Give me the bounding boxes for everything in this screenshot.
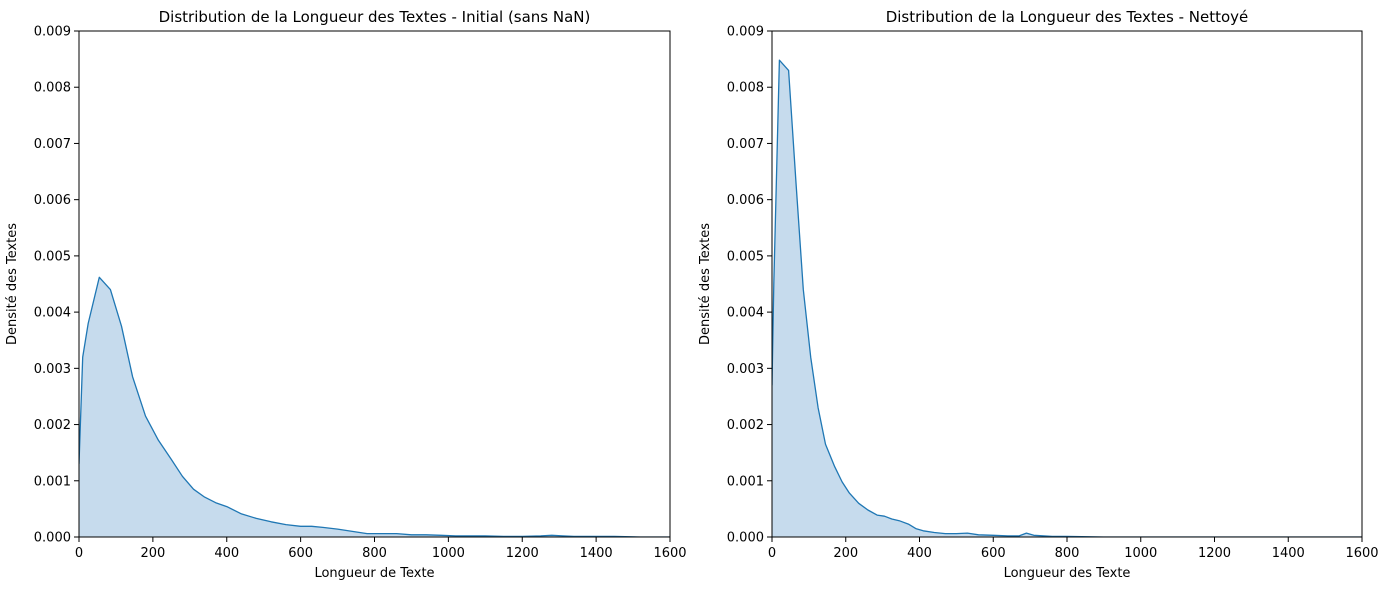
x-tick-label: 1600 <box>653 546 686 561</box>
plot-area <box>772 59 1362 537</box>
chart-initial: Distribution de la Longueur des Textes -… <box>5 8 687 581</box>
chart-nettoye: Distribution de la Longueur des Textes -… <box>698 8 1379 581</box>
y-tick-label: 0.001 <box>34 474 71 489</box>
density-line <box>79 276 670 537</box>
x-tick-label: 1400 <box>1272 546 1305 561</box>
y-tick-label: 0.009 <box>727 25 764 40</box>
y-tick-label: 0.009 <box>34 25 71 40</box>
chart-title: Distribution de la Longueur des Textes -… <box>159 8 591 26</box>
plot-area <box>79 276 670 537</box>
density-area <box>79 277 670 537</box>
x-tick-label: 800 <box>362 546 387 561</box>
x-tick-label: 1600 <box>1345 546 1378 561</box>
y-tick-label: 0.008 <box>727 81 764 96</box>
y-tick-label: 0.000 <box>727 531 764 546</box>
x-tick-label: 0 <box>75 546 83 561</box>
x-tick-label: 400 <box>214 546 239 561</box>
axes-frame <box>771 30 1363 538</box>
y-tick-label: 0.002 <box>34 418 71 433</box>
y-tick-label: 0.006 <box>727 193 764 208</box>
y-tick-label: 0.007 <box>34 137 71 152</box>
y-tick-label: 0.001 <box>727 474 764 489</box>
x-tick-label: 1000 <box>1124 546 1157 561</box>
y-tick-label: 0.005 <box>34 249 71 264</box>
y-tick-label: 0.003 <box>34 362 71 377</box>
y-tick-label: 0.004 <box>34 306 71 321</box>
chart-title: Distribution de la Longueur des Textes -… <box>886 8 1249 26</box>
x-axis-label: Longueur des Texte <box>1004 566 1131 581</box>
x-tick-label: 1400 <box>580 546 613 561</box>
y-tick-label: 0.002 <box>727 418 764 433</box>
x-tick-label: 1200 <box>506 546 539 561</box>
x-tick-label: 1000 <box>432 546 465 561</box>
x-tick-label: 600 <box>288 546 313 561</box>
x-tick-label: 0 <box>768 546 776 561</box>
density-line <box>772 59 1362 537</box>
x-tick-label: 800 <box>1055 546 1080 561</box>
x-tick-label: 600 <box>981 546 1006 561</box>
x-tick-label: 1200 <box>1198 546 1231 561</box>
y-tick-label: 0.004 <box>727 306 764 321</box>
y-tick-label: 0.006 <box>34 193 71 208</box>
x-tick-label: 400 <box>907 546 932 561</box>
y-tick-label: 0.007 <box>727 137 764 152</box>
x-axis-label: Longueur de Texte <box>314 566 434 581</box>
density-area <box>772 60 1362 537</box>
x-tick-label: 200 <box>140 546 165 561</box>
x-tick-label: 200 <box>833 546 858 561</box>
y-axis-label: Densité des Textes <box>698 223 713 345</box>
y-tick-label: 0.003 <box>727 362 764 377</box>
y-tick-label: 0.005 <box>727 249 764 264</box>
y-axis-label: Densité des Textes <box>5 223 20 345</box>
y-tick-label: 0.008 <box>34 81 71 96</box>
y-tick-label: 0.000 <box>34 531 71 546</box>
